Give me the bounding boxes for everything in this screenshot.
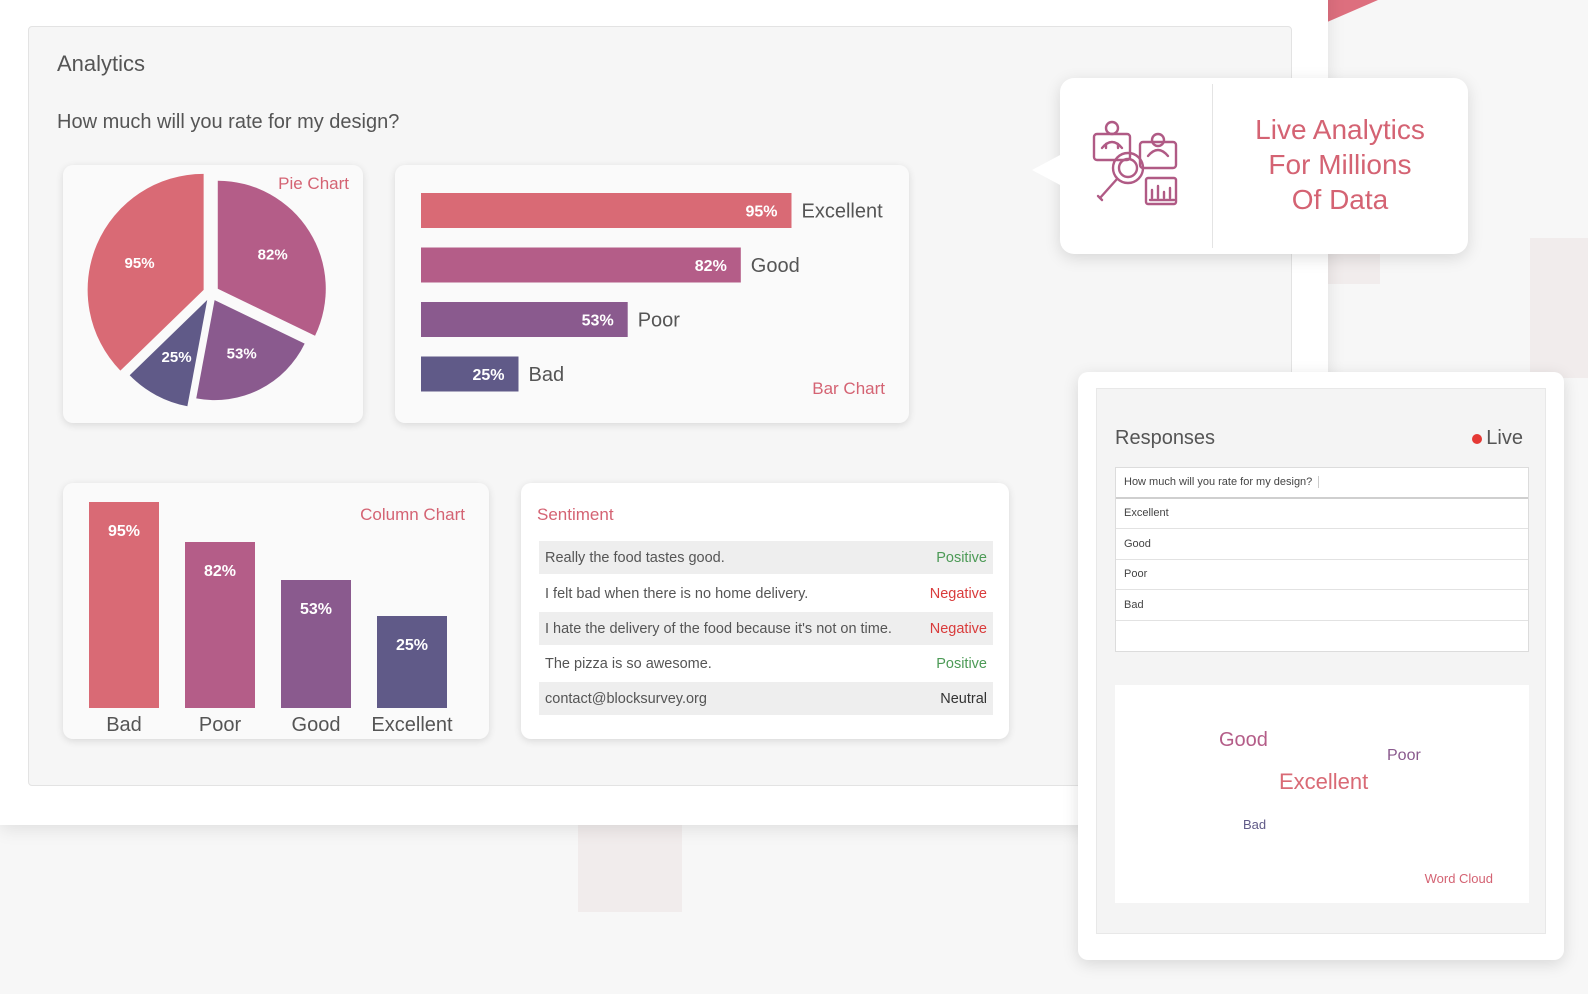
responses-table[interactable]: How much will you rate for my design? Ex… bbox=[1115, 467, 1529, 652]
sentiment-label: Positive bbox=[936, 549, 987, 566]
pie-slice-label: 82% bbox=[258, 246, 288, 263]
bar-category-label: Good bbox=[751, 255, 800, 277]
sentiment-card[interactable]: Sentiment Really the food tastes good. P… bbox=[521, 483, 1009, 739]
table-row[interactable]: Bad bbox=[1116, 590, 1528, 621]
responses-inner: Responses Live How much will you rate fo… bbox=[1096, 388, 1546, 934]
sentiment-text: I felt bad when there is no home deliver… bbox=[545, 585, 809, 602]
column-category-label: Excellent bbox=[371, 714, 453, 736]
sentiment-text: The pizza is so awesome. bbox=[545, 655, 712, 672]
column[interactable] bbox=[377, 616, 447, 708]
column-value-label: 95% bbox=[108, 523, 140, 540]
column-value-label: 53% bbox=[300, 601, 332, 618]
sentiment-label: Positive bbox=[936, 655, 987, 672]
column-category-label: Bad bbox=[106, 714, 142, 736]
responses-panel: Responses Live How much will you rate fo… bbox=[1078, 372, 1564, 960]
word-cloud-word: Excellent bbox=[1279, 769, 1369, 794]
pie-slice[interactable] bbox=[196, 300, 305, 401]
word-cloud: Good Poor Excellent Bad Word Cloud bbox=[1115, 685, 1529, 903]
table-row[interactable]: Excellent bbox=[1116, 499, 1528, 529]
column-value-label: 25% bbox=[396, 637, 428, 654]
callout-line: Of Data bbox=[1291, 184, 1389, 215]
column-chart-card[interactable]: Column Chart 95% Bad 82% Poor 53% Good 25% Exce… bbox=[63, 483, 489, 739]
column[interactable] bbox=[185, 542, 255, 708]
bar[interactable] bbox=[421, 356, 519, 392]
pie-slice-label: 95% bbox=[125, 255, 155, 272]
table-row[interactable]: Poor bbox=[1116, 560, 1528, 590]
sentiment-label: Negative bbox=[929, 620, 987, 637]
bar-value-label: 82% bbox=[695, 258, 727, 275]
bar-category-label: Bad bbox=[529, 364, 565, 386]
live-dot-icon bbox=[1472, 433, 1483, 444]
column-chart: 95% Bad 82% Poor 53% Good 25% Excellent bbox=[89, 502, 453, 736]
responses-table-header: How much will you rate for my design? bbox=[1116, 468, 1528, 499]
callout-pointer bbox=[1032, 154, 1062, 186]
live-indicator: Live bbox=[1472, 427, 1523, 450]
callout-divider bbox=[1212, 84, 1213, 248]
page-title: Analytics bbox=[57, 51, 146, 76]
sentiment-row: Really the food tastes good. Positive bbox=[539, 541, 993, 574]
live-label: Live bbox=[1486, 427, 1523, 449]
bar-value-label: 95% bbox=[745, 204, 777, 221]
column-chart-title: Column Chart bbox=[360, 505, 465, 524]
bar[interactable] bbox=[421, 193, 792, 228]
table-header-text: How much will you rate for my design? bbox=[1124, 476, 1313, 489]
decorative-triangle bbox=[1318, 0, 1378, 26]
bar-category-label: Poor bbox=[638, 310, 681, 332]
sentiment-label: Negative bbox=[929, 585, 987, 602]
bar-category-label: Excellent bbox=[802, 201, 884, 223]
bar-value-label: 25% bbox=[472, 367, 504, 384]
word-cloud-title: Word Cloud bbox=[1424, 871, 1493, 886]
analytics-search-icon bbox=[1090, 118, 1182, 215]
live-analytics-callout: Live Analytics For Millions Of Data bbox=[1032, 78, 1468, 254]
decorative-block bbox=[1530, 238, 1588, 378]
table-row[interactable]: Good bbox=[1116, 529, 1528, 560]
pie-slice[interactable] bbox=[217, 180, 326, 336]
word-cloud-word: Good bbox=[1219, 729, 1268, 751]
word-cloud-word: Bad bbox=[1243, 817, 1267, 832]
bar-chart-title: Bar Chart bbox=[812, 379, 885, 398]
pie-slice-label: 25% bbox=[162, 349, 192, 366]
column-category-label: Poor bbox=[199, 714, 242, 736]
pie-chart: 82% 53% 25% 95% bbox=[87, 173, 326, 407]
sentiment-text: I hate the delivery of the food because … bbox=[545, 620, 892, 637]
bar-value-label: 53% bbox=[582, 313, 614, 330]
table-row[interactable] bbox=[1116, 621, 1528, 652]
sentiment-row: I hate the delivery of the food because … bbox=[539, 612, 993, 645]
callout-line: For Millions bbox=[1268, 149, 1412, 180]
column-value-label: 82% bbox=[204, 563, 236, 580]
decorative-block bbox=[1318, 250, 1380, 284]
bar[interactable] bbox=[421, 247, 741, 283]
sentiment-label: Neutral bbox=[940, 690, 987, 707]
word-cloud-word: Poor bbox=[1387, 747, 1421, 764]
bar-chart: 95% Excellent 82% Good 53% Poor 25% Bad bbox=[421, 193, 884, 392]
responses-title: Responses bbox=[1115, 427, 1216, 449]
bar-chart-card[interactable]: Bar Chart 95% Excellent 82% Good 53% Poor 25% B… bbox=[395, 165, 909, 423]
pie-chart-card[interactable]: Pie Chart 82% 53% 25% 95% bbox=[63, 165, 363, 423]
pie-chart-title: Pie Chart bbox=[278, 174, 349, 193]
sentiment-row: The pizza is so awesome. Positive bbox=[539, 647, 993, 680]
column[interactable] bbox=[281, 580, 351, 708]
bar[interactable] bbox=[421, 302, 628, 337]
pie-slice[interactable] bbox=[87, 173, 204, 371]
decorative-block bbox=[578, 822, 682, 912]
callout-line: Live Analytics bbox=[1255, 114, 1425, 145]
pie-slice[interactable] bbox=[129, 300, 208, 407]
sentiment-text: Really the food tastes good. bbox=[545, 549, 725, 566]
column-resize-handle[interactable] bbox=[1318, 476, 1320, 489]
column[interactable] bbox=[89, 502, 159, 708]
sentiment-text: contact@blocksurvey.org bbox=[545, 690, 707, 707]
callout-headline: Live Analytics For Millions Of Data bbox=[1220, 112, 1460, 217]
survey-question: How much will you rate for my design? bbox=[57, 111, 400, 133]
sentiment-title: Sentiment bbox=[537, 505, 614, 524]
column-category-label: Good bbox=[292, 714, 341, 736]
pie-slice-label: 53% bbox=[227, 346, 257, 363]
sentiment-row: contact@blocksurvey.org Neutral bbox=[539, 682, 993, 715]
sentiment-row: I felt bad when there is no home deliver… bbox=[539, 577, 993, 610]
